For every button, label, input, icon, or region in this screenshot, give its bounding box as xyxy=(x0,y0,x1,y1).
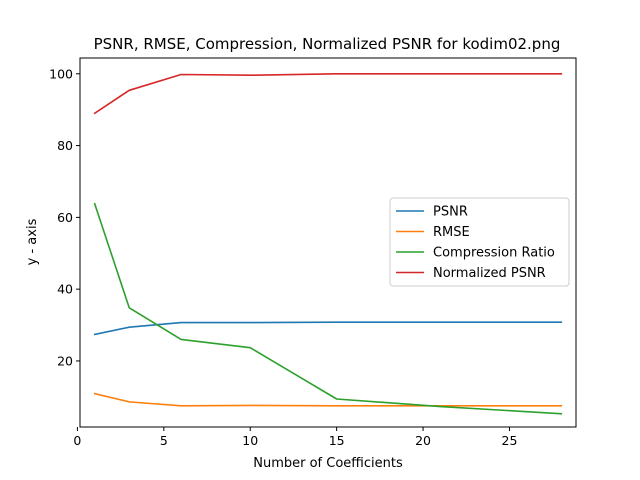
y-tick-label: 80 xyxy=(57,138,73,153)
y-axis-label: y - axis xyxy=(25,218,40,265)
y-tick-label: 20 xyxy=(57,353,73,368)
y-tick-label: 100 xyxy=(49,66,73,81)
y-tick-label: 40 xyxy=(57,282,73,297)
series-line-psnr xyxy=(93,321,563,336)
legend-label: RMSE xyxy=(433,225,470,240)
plot-area: 0 5 10 15 20 25 20 40 60 80 100 xyxy=(49,57,577,448)
legend-label: Normalized PSNR xyxy=(433,266,546,281)
legend: PSNR RMSE Compression Ratio Normalized PSNR xyxy=(389,197,570,287)
legend-label: Compression Ratio xyxy=(433,246,555,261)
x-axis-label: Number of Coefficients xyxy=(253,456,403,471)
series-line-compression-ratio xyxy=(93,202,563,415)
y-tick-label: 60 xyxy=(57,210,73,225)
legend-label: PSNR xyxy=(433,205,468,220)
axes-frame xyxy=(79,57,577,428)
series-line-normalized-psnr xyxy=(93,72,563,115)
series-line-rmse xyxy=(93,392,563,407)
x-tick-label: 10 xyxy=(242,433,258,448)
chart-title: PSNR, RMSE, Compression, Normalized PSNR… xyxy=(94,35,561,53)
x-tick-label: 5 xyxy=(160,433,168,448)
x-tick-label: 20 xyxy=(415,433,431,448)
x-tick-label: 15 xyxy=(329,433,345,448)
x-tick-label: 0 xyxy=(73,433,81,448)
x-tick-label: 25 xyxy=(502,433,518,448)
legend-box xyxy=(389,197,570,287)
